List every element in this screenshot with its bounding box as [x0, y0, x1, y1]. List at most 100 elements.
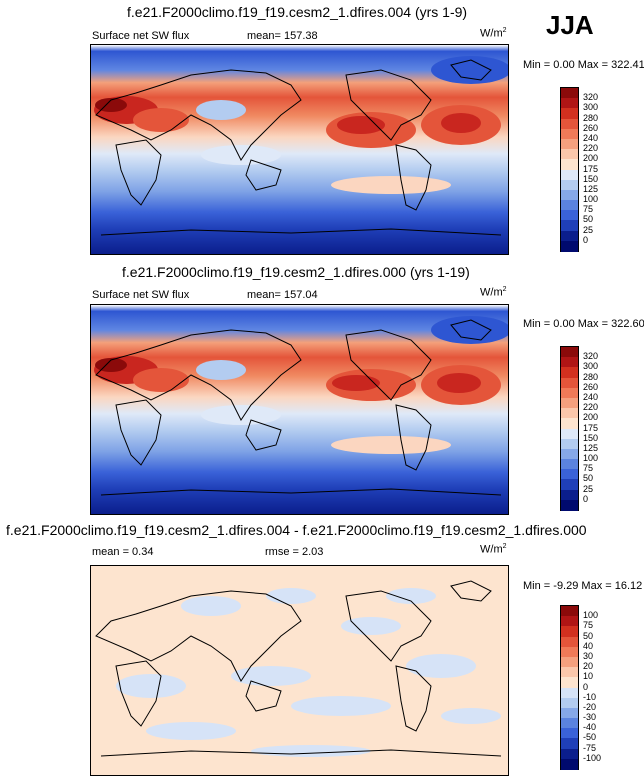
colorbar-tick-label: 125 [583, 442, 599, 453]
colorbar-tick-label: 150 [583, 173, 599, 184]
colorbar-swatch [561, 636, 578, 648]
panel2-variable-label: Surface net SW flux [92, 289, 190, 301]
colorbar-swatch [561, 128, 578, 140]
colorbar-tick-label: 75 [583, 620, 594, 631]
panel2-map [90, 304, 509, 515]
colorbar-swatch [561, 728, 578, 740]
panel3-units: W/m2 [480, 543, 507, 556]
colorbar-tick-label: -40 [583, 722, 597, 733]
colorbar-swatch [561, 169, 578, 181]
colorbar-tick-label: 30 [583, 650, 594, 661]
colorbar-swatch [561, 357, 578, 369]
colorbar-swatch [561, 179, 578, 191]
colorbar-swatch [561, 718, 578, 730]
colorbar-tick-label: 200 [583, 412, 599, 423]
colorbar-tick-label: 20 [583, 661, 594, 672]
colorbar-tick-label: 280 [583, 112, 599, 123]
panel1-minmax: Min = 0.00 Max = 322.41 [523, 59, 644, 71]
colorbar-swatch [561, 418, 578, 430]
colorbar-swatch [561, 88, 578, 99]
colorbar-swatch [561, 230, 578, 242]
colorbar-swatch [561, 499, 578, 511]
panel2-mean-label: mean= 157.04 [247, 289, 318, 301]
colorbar-swatch [561, 138, 578, 150]
colorbar-tick-label: 240 [583, 391, 599, 402]
colorbar-swatch [561, 616, 578, 628]
colorbar-swatch [561, 408, 578, 420]
colorbar-swatch [561, 220, 578, 232]
panel1-variable-label: Surface net SW flux [92, 30, 190, 42]
colorbar-tick-label: 280 [583, 371, 599, 382]
colorbar-swatch [561, 667, 578, 679]
colorbar-swatch [561, 438, 578, 450]
panel1-title: f.e21.F2000climo.f19_f19.cesm2_1.dfires.… [127, 4, 468, 20]
colorbar-tick-label: 320 [583, 351, 599, 362]
colorbar-tick-label: 175 [583, 163, 599, 174]
colorbar-tick-label: 220 [583, 402, 599, 413]
colorbar-swatch [561, 697, 578, 709]
colorbar-swatch [561, 459, 578, 471]
colorbar-tick-label: 260 [583, 122, 599, 133]
colorbar-swatch [561, 448, 578, 460]
colorbar-swatch [561, 646, 578, 658]
panel1-mean-label: mean= 157.38 [247, 30, 318, 42]
colorbar-swatch [561, 606, 578, 617]
colorbar-swatch [561, 687, 578, 699]
panel3-title: f.e21.F2000climo.f19_f19.cesm2_1.dfires.… [6, 522, 587, 538]
colorbar-swatch [561, 469, 578, 481]
colorbar-tick-label: -20 [583, 701, 597, 712]
panel2-minmax: Min = 0.00 Max = 322.60 [523, 318, 644, 330]
colorbar-swatch [561, 387, 578, 399]
colorbar-tick-label: 175 [583, 422, 599, 433]
colorbar-swatch [561, 748, 578, 760]
colorbar-swatch [561, 428, 578, 440]
panel1-field [91, 45, 508, 254]
colorbar-tick-label: 100 [583, 610, 599, 621]
colorbar-swatch [561, 489, 578, 501]
colorbar-swatch [561, 200, 578, 212]
panel2-colorbar: 320 300 280 260 240 220 200 175 150 125 100 75 50 25 0 [560, 346, 598, 511]
colorbar-swatch [561, 626, 578, 638]
colorbar-tick-label: 10 [583, 671, 594, 682]
colorbar-tick-label: 0 [583, 234, 589, 245]
colorbar-tick-label: 300 [583, 361, 599, 372]
colorbar-swatch [561, 707, 578, 719]
panel2-units: W/m2 [480, 286, 507, 299]
colorbar-tick-label: 25 [583, 224, 594, 235]
colorbar-tick-label: -75 [583, 742, 597, 753]
colorbar-tick-label: 200 [583, 153, 599, 164]
colorbar-tick-label: 100 [583, 453, 599, 464]
colorbar-swatch [561, 397, 578, 409]
colorbar-tick-label: 75 [583, 204, 594, 215]
colorbar-swatch [561, 159, 578, 171]
colorbar-tick-label: 240 [583, 132, 599, 143]
colorbar-tick-label: 220 [583, 143, 599, 154]
panel3-mean-label: mean = 0.34 [92, 546, 154, 558]
colorbar-tick-label: 40 [583, 640, 594, 651]
colorbar-tick-label: -10 [583, 691, 597, 702]
colorbar-tick-label: 50 [583, 630, 594, 641]
colorbar-tick-label: -50 [583, 732, 597, 743]
panel2-field [91, 305, 508, 514]
colorbar-swatch [561, 210, 578, 222]
colorbar-tick-label: -30 [583, 712, 597, 723]
colorbar-swatch [561, 347, 578, 358]
colorbar-tick-label: 0 [583, 493, 589, 504]
panel2-title: f.e21.F2000climo.f19_f19.cesm2_1.dfires.… [122, 264, 470, 280]
panel3-minmax: Min = -9.29 Max = 16.12 [523, 580, 643, 592]
colorbar-swatch [561, 738, 578, 750]
colorbar-tick-label: -100 [583, 752, 602, 763]
season-label: JJA [546, 10, 594, 40]
colorbar-tick-label: 150 [583, 432, 599, 443]
panel3-rmse-label: rmse = 2.03 [265, 546, 324, 558]
colorbar-tick-label: 320 [583, 92, 599, 103]
colorbar-tick-label: 25 [583, 483, 594, 494]
colorbar-swatch [561, 758, 578, 770]
panel1-colorbar: 320 300 280 260 240 220 200 175 150 125 100 75 50 25 0 [560, 87, 598, 252]
colorbar-swatch [561, 98, 578, 110]
colorbar-swatch [561, 377, 578, 389]
colorbar-tick-label: 50 [583, 214, 594, 225]
colorbar-tick-label: 75 [583, 463, 594, 474]
colorbar-swatch [561, 108, 578, 120]
panel3-map [90, 565, 509, 776]
